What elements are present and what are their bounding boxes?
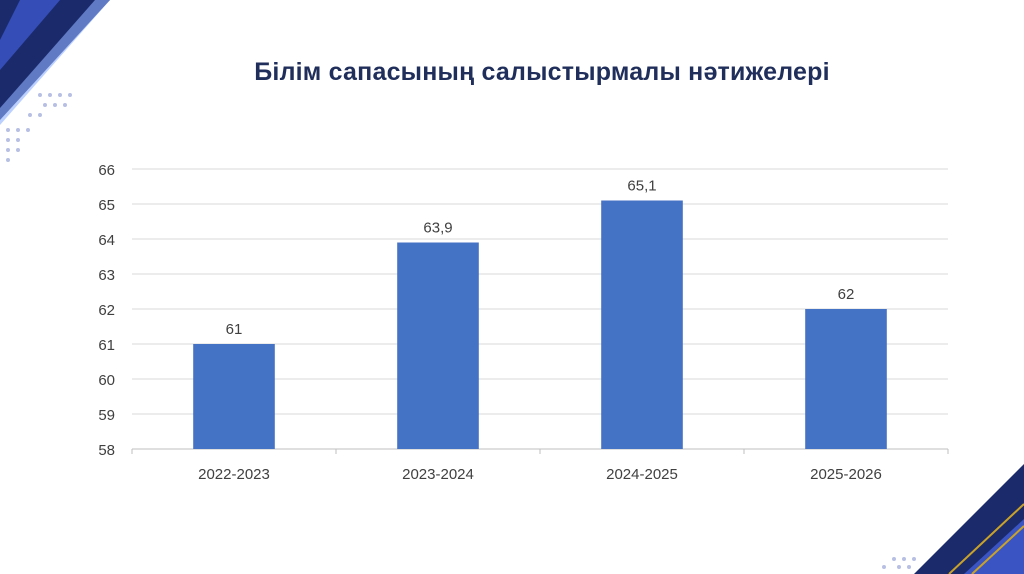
slide-title: Білім сапасының салыстырмалы нәтижелері (254, 58, 830, 86)
x-tick-label: 2023-2024 (402, 466, 474, 483)
y-tick-label: 61 (98, 337, 115, 354)
y-tick-label: 66 (98, 162, 115, 179)
data-label: 61 (226, 321, 243, 338)
data-label: 63,9 (423, 220, 452, 237)
bar (193, 344, 275, 449)
y-tick-label: 58 (98, 442, 115, 459)
corner-decoration-bottom-right (882, 464, 1024, 574)
y-tick-label: 62 (98, 302, 115, 319)
data-label: 65,1 (627, 178, 656, 195)
y-tick-label: 60 (98, 372, 115, 389)
corner-decoration-top-left (0, 0, 110, 162)
bar (805, 309, 887, 449)
x-tick-label: 2022-2023 (198, 466, 270, 483)
bar (397, 242, 479, 449)
y-tick-label: 65 (98, 197, 115, 214)
y-tick-label: 64 (98, 232, 115, 249)
y-tick-label: 59 (98, 407, 115, 424)
bar (601, 200, 683, 449)
x-tick-label: 2024-2025 (606, 466, 678, 483)
x-tick-label: 2025-2026 (810, 466, 882, 483)
y-tick-label: 63 (98, 267, 115, 284)
data-label: 62 (838, 286, 855, 303)
